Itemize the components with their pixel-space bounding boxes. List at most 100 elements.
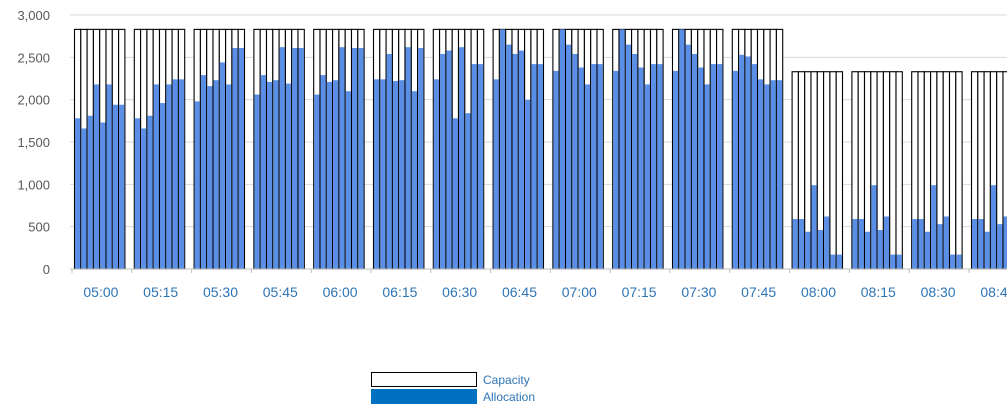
allocation-bar — [166, 84, 172, 269]
allocation-bar — [112, 104, 119, 269]
allocation-bar — [931, 185, 937, 269]
allocation-bar — [978, 219, 984, 269]
legend-swatch-allocation — [371, 389, 477, 404]
allocation-bar — [405, 47, 411, 269]
allocation-bar — [433, 79, 440, 269]
allocation-bar — [710, 64, 717, 270]
allocation-bar — [75, 118, 81, 269]
capacity-bar — [889, 71, 897, 270]
capacity-bar — [955, 71, 963, 270]
allocation-bar — [506, 44, 512, 270]
y-axis-tick-labels: 0 500 1,000 1,500 2,000 2,500 3,000 — [17, 8, 50, 277]
capacity-bar — [835, 71, 844, 270]
bar-groups — [73, 28, 1007, 270]
allocation-bar — [890, 254, 896, 269]
allocation-bar — [805, 231, 811, 269]
allocation-bar — [418, 48, 424, 269]
legend-item-capacity: Capacity — [371, 371, 535, 388]
allocation-bar — [937, 224, 943, 269]
y-tick-label: 1,000 — [17, 177, 50, 192]
allocation-bar — [739, 54, 745, 269]
allocation-bar — [679, 29, 685, 269]
allocation-bar — [525, 99, 531, 270]
bar-group — [193, 28, 246, 270]
allocation-bar — [471, 64, 477, 270]
allocation-bar — [984, 231, 990, 269]
allocation-bar — [339, 47, 345, 269]
allocation-bar — [465, 113, 471, 269]
allocation-bar — [553, 70, 559, 269]
allocation-bar — [314, 94, 320, 269]
allocation-bar — [559, 29, 565, 269]
allocation-bar — [200, 75, 207, 269]
bar-group — [612, 28, 664, 270]
x-tick-label: 05:45 — [263, 284, 298, 300]
allocation-bar — [380, 79, 386, 269]
bar-chart: 0 500 1,000 1,500 2,000 2,500 3,000 05:00 05:15… — [17, 8, 1007, 300]
x-tick-label: 08:15 — [861, 284, 896, 300]
allocation-bar — [691, 53, 698, 269]
allocation-bar — [298, 48, 304, 269]
bar-group — [133, 28, 186, 270]
allocation-bar — [213, 80, 219, 270]
allocation-bar — [673, 70, 679, 269]
allocation-bar — [87, 115, 93, 270]
allocation-bar — [207, 86, 213, 270]
bar-group — [851, 71, 903, 270]
allocation-bar — [644, 84, 650, 269]
allocation-bar — [811, 185, 817, 269]
x-tick-label: 07:30 — [681, 284, 716, 300]
allocation-bar — [100, 122, 106, 269]
allocation-bar — [943, 216, 949, 269]
allocation-bar — [273, 80, 279, 270]
allocation-bar — [824, 216, 830, 269]
allocation-bar — [292, 48, 298, 269]
allocation-bar — [865, 231, 871, 269]
bar-group — [552, 28, 604, 270]
bar-group — [671, 28, 724, 270]
allocation-bar — [352, 48, 358, 269]
allocation-bar — [584, 84, 591, 269]
allocation-bar — [254, 94, 260, 269]
allocation-bar — [134, 118, 141, 269]
bar-group — [731, 28, 784, 270]
allocation-bar — [972, 219, 978, 269]
legend-swatch-capacity — [371, 372, 477, 387]
allocation-bar — [997, 224, 1003, 269]
allocation-bar — [477, 64, 484, 270]
allocation-bar — [499, 29, 506, 269]
allocation-bar — [226, 84, 232, 269]
x-tick-label: 08:00 — [801, 284, 836, 300]
allocation-bar — [956, 254, 962, 269]
allocation-bar — [260, 75, 266, 269]
x-tick-label: 06:30 — [442, 284, 477, 300]
allocation-bar — [119, 104, 125, 269]
allocation-bar — [770, 80, 776, 270]
allocation-bar — [459, 47, 465, 269]
allocation-bar — [625, 44, 632, 270]
allocation-bar — [147, 115, 153, 270]
allocation-bar — [566, 44, 572, 270]
x-tick-label: 05:00 — [83, 284, 118, 300]
allocation-bar — [537, 64, 543, 270]
allocation-bar — [685, 44, 691, 270]
x-tick-label: 08:45 — [980, 284, 1007, 300]
bar-group — [372, 28, 425, 270]
allocation-bar — [279, 47, 285, 269]
allocation-bar — [745, 56, 751, 270]
capacity-bar — [948, 71, 957, 270]
allocation-bar — [93, 84, 100, 269]
allocation-bar — [758, 79, 764, 269]
allocation-bar — [858, 219, 864, 269]
y-tick-label: 3,000 — [17, 8, 50, 23]
allocation-bar — [924, 231, 931, 269]
x-tick-label: 06:00 — [323, 284, 358, 300]
x-tick-label: 08:30 — [921, 284, 956, 300]
x-tick-label: 06:15 — [382, 284, 417, 300]
allocation-bar — [657, 64, 663, 270]
allocation-bar — [358, 48, 364, 269]
bar-group — [73, 28, 126, 270]
y-tick-label: 500 — [28, 220, 50, 235]
allocation-bar — [81, 128, 87, 269]
bar-group — [970, 71, 1007, 270]
